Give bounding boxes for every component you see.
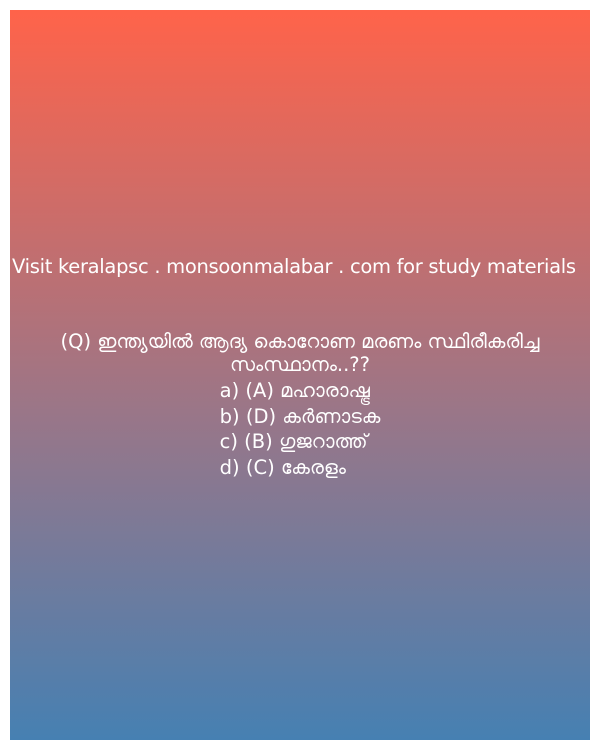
promo-text: Visit keralapsc . monsoonmalabar . com f…: [12, 255, 576, 278]
options-list: a) (A) മഹാരാഷ്ട്ര b) (D) കർണാടക c) (B) ഗ…: [220, 378, 381, 480]
option-d: d) (C) കേരളം: [219, 455, 346, 479]
question-block: (Q) ഇന്ത്യയിൽ ആദ്യ കൊറോണ മരണം സ്ഥിരീകരിച…: [10, 330, 590, 480]
question-text: (Q) ഇന്ത്യയിൽ ആദ്യ കൊറോണ മരണം സ്ഥിരീകരിച…: [60, 330, 540, 376]
option-a: a) (A) മഹാരാഷ്ട്ര: [219, 379, 370, 402]
option-b: b) (D) കർണാടക: [219, 404, 381, 428]
quiz-card: Visit keralapsc . monsoonmalabar . com f…: [10, 10, 590, 740]
option-c: c) (B) ഗുജറാത്ത്: [219, 430, 368, 453]
